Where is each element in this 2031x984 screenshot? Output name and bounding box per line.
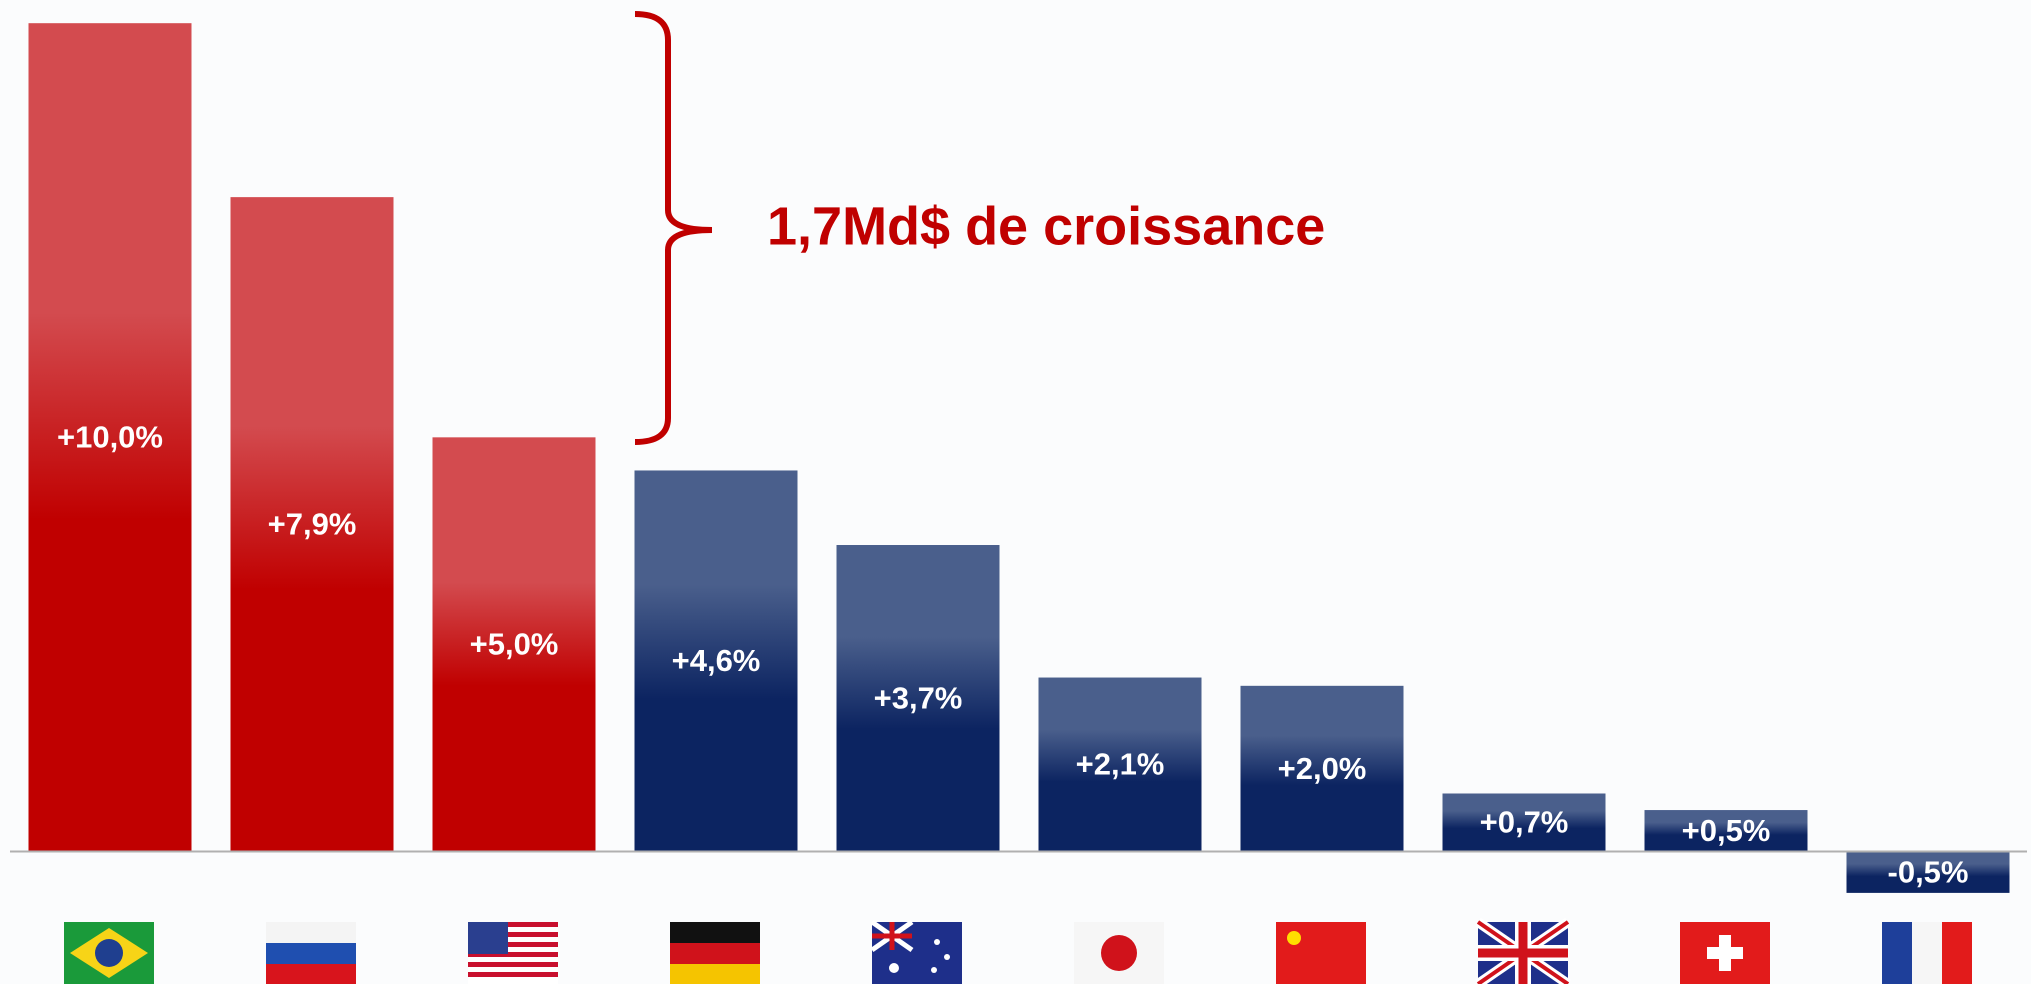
value-label: +10,0% xyxy=(57,420,163,455)
bar xyxy=(1038,677,1202,852)
bar xyxy=(1442,793,1606,852)
value-label: +0,5% xyxy=(1682,813,1771,848)
flag xyxy=(1475,917,1571,984)
flag xyxy=(64,922,154,984)
flag xyxy=(1074,922,1164,984)
flag xyxy=(870,919,962,984)
value-label: +4,6% xyxy=(672,643,761,678)
bar xyxy=(1240,685,1404,852)
value-label: +0,7% xyxy=(1480,805,1569,840)
bar xyxy=(1644,810,1808,852)
bar xyxy=(836,545,1000,852)
annotation: 1,7Md$ de croissance xyxy=(767,196,1325,256)
bar xyxy=(230,197,394,852)
value-label: +7,9% xyxy=(268,506,357,541)
flag xyxy=(1680,922,1770,984)
value-label: +2,0% xyxy=(1278,751,1367,786)
brace xyxy=(634,11,713,445)
bar xyxy=(28,23,192,852)
flag xyxy=(670,922,760,984)
value-label: -0,5% xyxy=(1888,854,1969,889)
value-label: +2,1% xyxy=(1076,747,1165,782)
bar xyxy=(432,437,596,852)
bar xyxy=(1846,851,2010,893)
flags xyxy=(64,917,1972,984)
bar xyxy=(634,470,798,852)
flag xyxy=(266,922,356,984)
flag xyxy=(1882,922,1972,984)
flag xyxy=(1276,922,1366,984)
value-label: +5,0% xyxy=(470,627,559,662)
value-label: +3,7% xyxy=(874,680,963,715)
flag xyxy=(468,922,558,984)
